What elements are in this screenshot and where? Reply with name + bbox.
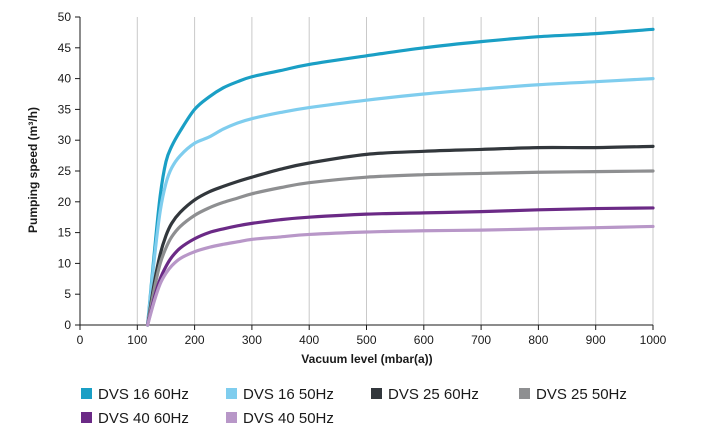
x-tick-label-5: 500 [356,333,376,347]
legend: DVS 16 60Hz DVS 16 50Hz DVS 25 60Hz DVS 25 … [81,386,627,427]
x-tick-label-2: 200 [185,333,205,347]
series-line-3 [146,169,655,327]
series-line-1 [146,77,655,327]
x-tick-label-10: 1000 [640,333,667,347]
series-line-0 [146,27,655,327]
series-line-4 [146,206,655,327]
x-tick-label-0: 0 [77,333,84,347]
legend-item-0: DVS 16 60Hz [81,386,189,403]
y-tick-label-9: 45 [58,41,72,55]
legend-item-1: DVS 16 50Hz [226,386,334,403]
y-tick-label-8: 40 [58,72,72,86]
legend-label-0: DVS 16 60Hz [98,386,189,403]
legend-swatch-4 [81,412,92,423]
series-group [146,27,655,327]
y-tick-label-2: 10 [58,256,72,270]
y-tick-label-0: 0 [64,318,71,332]
y-axis-title: Pumping speed (m³/h) [26,107,40,233]
legend-label-5: DVS 40 50Hz [243,410,334,427]
legend-label-1: DVS 16 50Hz [243,386,334,403]
x-axis-title: Vacuum level (mbar(a)) [301,352,432,366]
legend-swatch-2 [371,388,382,399]
y-tick-label-5: 25 [58,164,72,178]
legend-swatch-1 [226,388,237,399]
x-tick-label-7: 700 [471,333,491,347]
x-tick-label-4: 400 [299,333,319,347]
x-tick-label-6: 600 [414,333,434,347]
x-tick-label-9: 900 [586,333,606,347]
legend-item-3: DVS 25 50Hz [519,386,627,403]
x-tick-label-3: 300 [242,333,262,347]
y-tick-label-7: 35 [58,102,72,116]
legend-item-2: DVS 25 60Hz [371,386,479,403]
legend-label-2: DVS 25 60Hz [388,386,479,403]
x-tick-label-8: 800 [528,333,548,347]
legend-item-5: DVS 40 50Hz [226,410,334,427]
y-tick-label-3: 15 [58,226,72,240]
y-tick-label-10: 50 [58,10,72,24]
y-tick-label-6: 30 [58,133,72,147]
series-line-5 [146,224,655,327]
legend-swatch-3 [519,388,530,399]
y-tick-label-1: 5 [64,287,71,301]
legend-label-3: DVS 25 50Hz [536,386,627,403]
legend-item-4: DVS 40 60Hz [81,410,189,427]
y-tick-label-4: 20 [58,195,72,209]
series-line-2 [146,144,655,327]
legend-swatch-0 [81,388,92,399]
legend-swatch-5 [226,412,237,423]
x-tick-label-1: 100 [127,333,147,347]
legend-label-4: DVS 40 60Hz [98,410,189,427]
